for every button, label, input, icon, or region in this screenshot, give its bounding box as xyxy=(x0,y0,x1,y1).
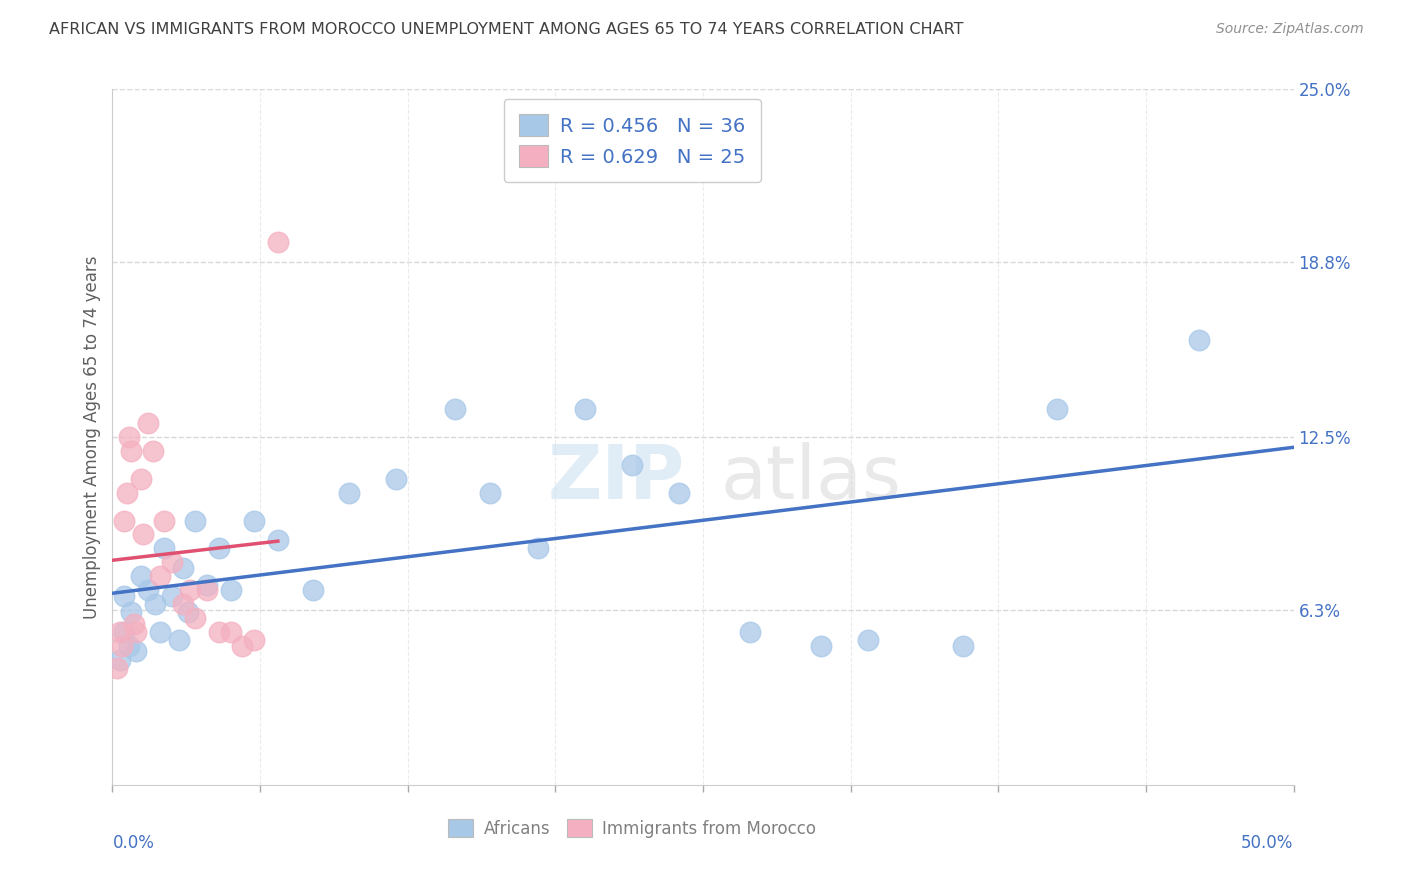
Point xyxy=(111,639,134,653)
Point xyxy=(337,485,360,500)
Point xyxy=(136,416,159,430)
Point xyxy=(952,639,974,653)
Point xyxy=(153,541,176,556)
Text: Source: ZipAtlas.com: Source: ZipAtlas.com xyxy=(1216,22,1364,37)
Point xyxy=(167,633,190,648)
Point xyxy=(267,235,290,250)
Point xyxy=(160,555,183,569)
Text: atlas: atlas xyxy=(721,442,901,516)
Point xyxy=(231,639,253,653)
Legend: Africans, Immigrants from Morocco: Africans, Immigrants from Morocco xyxy=(440,811,824,847)
Text: AFRICAN VS IMMIGRANTS FROM MOROCCO UNEMPLOYMENT AMONG AGES 65 TO 74 YEARS CORREL: AFRICAN VS IMMIGRANTS FROM MOROCCO UNEMP… xyxy=(49,22,963,37)
Point xyxy=(153,514,176,528)
Point xyxy=(118,430,141,444)
Point xyxy=(112,589,135,603)
Text: 0.0%: 0.0% xyxy=(112,834,155,852)
Point xyxy=(172,597,194,611)
Point xyxy=(195,577,218,591)
Point xyxy=(125,624,148,639)
Point xyxy=(810,639,832,653)
Point xyxy=(302,583,325,598)
Point xyxy=(108,624,131,639)
Point xyxy=(120,444,142,458)
Point xyxy=(120,606,142,620)
Point xyxy=(143,597,166,611)
Point xyxy=(208,541,231,556)
Point xyxy=(149,624,172,639)
Y-axis label: Unemployment Among Ages 65 to 74 years: Unemployment Among Ages 65 to 74 years xyxy=(83,255,101,619)
Point xyxy=(267,533,290,547)
Point xyxy=(129,472,152,486)
Point xyxy=(112,624,135,639)
Point xyxy=(243,514,266,528)
Point xyxy=(160,589,183,603)
Point xyxy=(668,485,690,500)
Point xyxy=(105,661,128,675)
Point xyxy=(621,458,644,472)
Point xyxy=(1046,402,1069,417)
Point xyxy=(574,402,596,417)
Point xyxy=(172,561,194,575)
Text: 50.0%: 50.0% xyxy=(1241,834,1294,852)
Point xyxy=(184,514,207,528)
Point xyxy=(219,624,242,639)
Point xyxy=(129,569,152,583)
Point xyxy=(132,527,155,541)
Point xyxy=(219,583,242,598)
Point xyxy=(208,624,231,639)
Point xyxy=(177,606,200,620)
Point xyxy=(142,444,165,458)
Text: ZIP: ZIP xyxy=(548,442,685,516)
Point xyxy=(149,569,172,583)
Point xyxy=(526,541,548,556)
Point xyxy=(243,633,266,648)
Point xyxy=(122,616,145,631)
Point xyxy=(115,485,138,500)
Point xyxy=(184,611,207,625)
Point xyxy=(179,583,201,598)
Point xyxy=(479,485,502,500)
Point xyxy=(125,644,148,658)
Point xyxy=(858,633,880,648)
Point xyxy=(112,514,135,528)
Point xyxy=(740,624,762,639)
Point xyxy=(136,583,159,598)
Point xyxy=(444,402,467,417)
Point xyxy=(195,583,218,598)
Point xyxy=(385,472,408,486)
Point xyxy=(118,639,141,653)
Point xyxy=(108,653,131,667)
Point xyxy=(1188,333,1211,347)
